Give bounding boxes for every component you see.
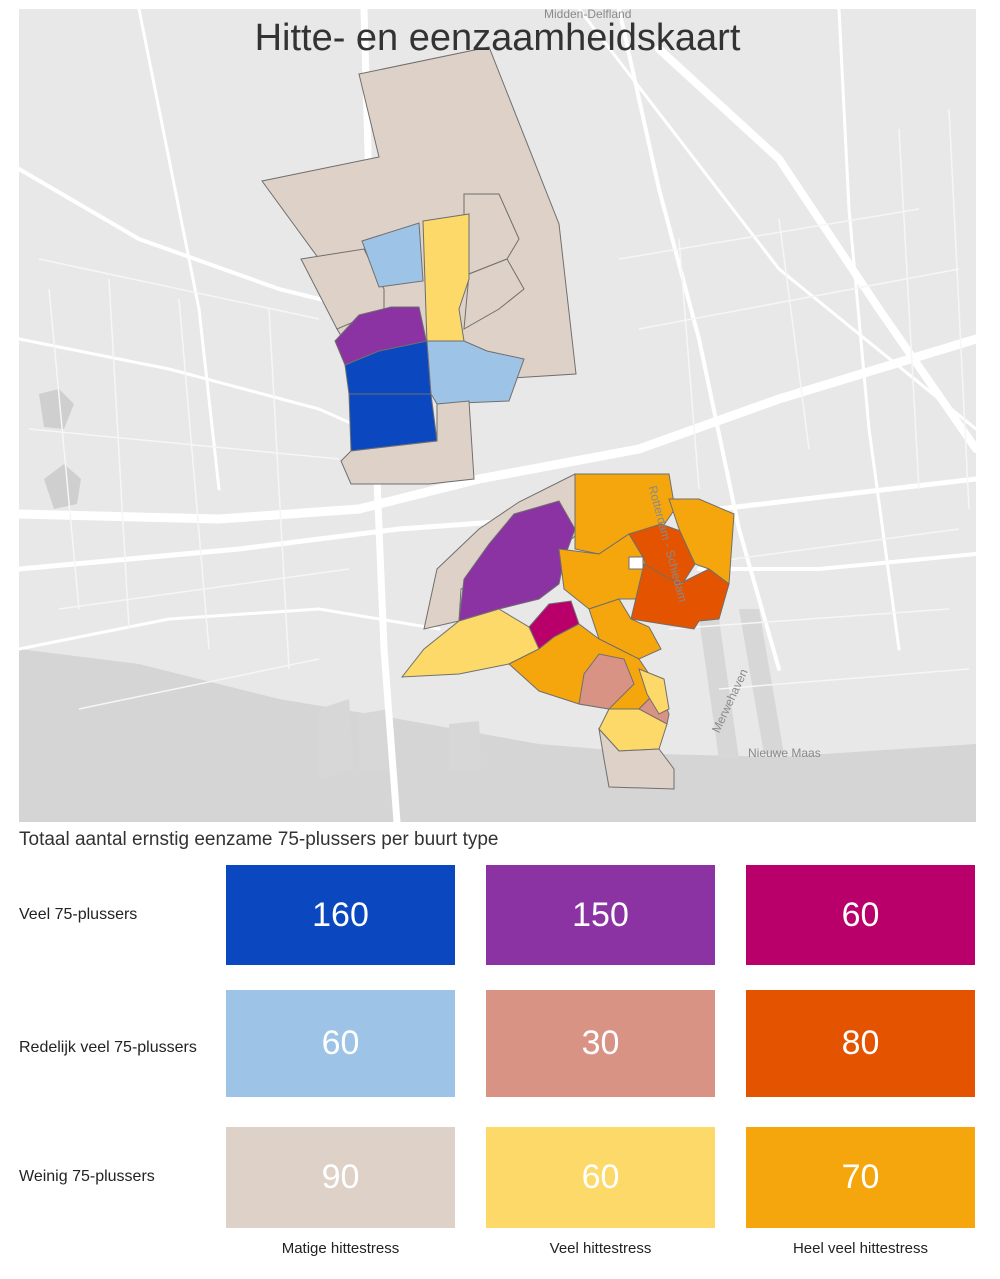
buurt[interactable] (361, 222, 424, 288)
cell-value: 160 (312, 895, 369, 934)
buurt[interactable] (400, 608, 540, 678)
legend-cell: 90 (226, 1127, 455, 1228)
river-nieuwe-maas (19, 649, 976, 822)
row-label-redelijk-veel: Redelijk veel 75-plussers (19, 1039, 197, 1056)
cell-value: 70 (841, 1158, 880, 1196)
map-hole (628, 556, 644, 570)
cell-value: 150 (572, 895, 629, 934)
buurt[interactable] (598, 727, 675, 790)
map-canvas (19, 9, 976, 822)
row-label-veel: Veel 75-plussers (19, 906, 138, 923)
north-district (261, 46, 577, 485)
cell-value: 90 (321, 1158, 360, 1196)
place-label-midden-delfland: Midden-Delfland (544, 7, 632, 21)
cell-value: 30 (581, 1024, 620, 1062)
buurt[interactable] (300, 248, 385, 330)
legend-cell: 80 (746, 990, 975, 1097)
legend-cell: 30 (486, 990, 715, 1097)
buurt[interactable] (426, 340, 525, 405)
buurt[interactable] (630, 563, 730, 630)
row-label-weinig: Weinig 75-plussers (19, 1168, 155, 1185)
minor-streets (28, 108, 970, 710)
cell-value: 80 (841, 1024, 880, 1062)
col-label-matige: Matige hittestress (281, 1240, 400, 1257)
cell-value: 60 (321, 1024, 360, 1062)
cell-value: 60 (581, 1158, 620, 1196)
cell-value: 60 (841, 895, 880, 934)
legend-title: Totaal aantal ernstig eenzame 75-plusser… (19, 829, 499, 850)
legend-cell: 60 (746, 865, 975, 965)
harbour-basins (319, 609, 784, 779)
legend-cell: 60 (226, 990, 455, 1097)
buurt[interactable] (340, 400, 475, 485)
map-title: Hitte- en eenzaamheidskaart (254, 17, 741, 59)
buurt[interactable] (463, 258, 525, 330)
col-label-heel-veel: Heel veel hittestress (792, 1240, 929, 1257)
col-label-veel: Veel hittestress (549, 1240, 652, 1257)
place-label-nieuwe-maas: Nieuwe Maas (748, 746, 821, 760)
map[interactable]: Hitte- en eenzaamheidskaart Midden-Delfl… (19, 7, 976, 822)
buurt[interactable] (638, 668, 670, 715)
south-district (400, 473, 735, 790)
legend-cell: 70 (746, 1127, 975, 1228)
legend-cell: 160 (226, 865, 455, 965)
legend-cell: 60 (486, 1127, 715, 1228)
legend-cell: 150 (486, 865, 715, 965)
lake (39, 389, 81, 509)
